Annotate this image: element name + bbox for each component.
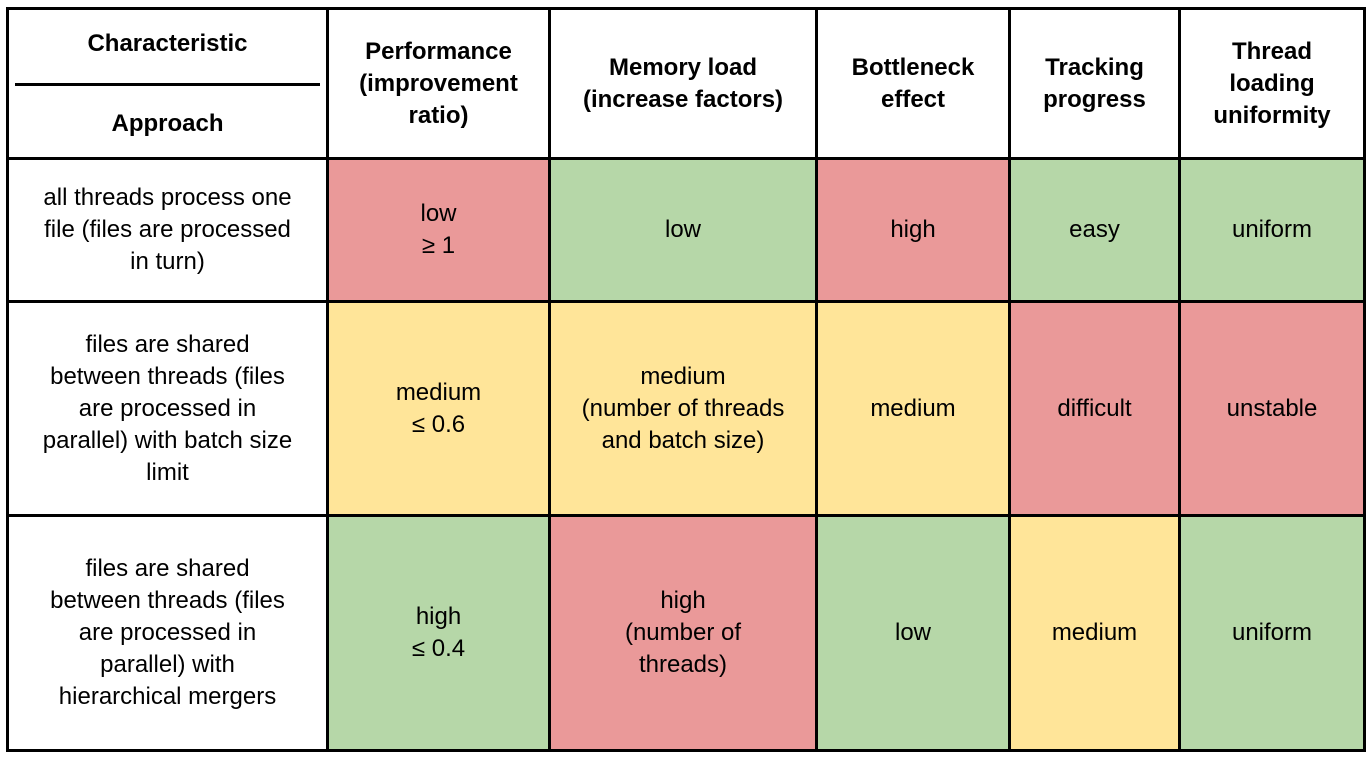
rating-cell: low ≥ 1 (326, 157, 551, 303)
table-row: files are shared between threads (files … (6, 300, 1366, 517)
table-row: all threads process one file (files are … (6, 157, 1366, 303)
rating-cell: medium (815, 300, 1011, 517)
rating-cell: medium ≤ 0.6 (326, 300, 551, 517)
column-header-uniformity: Thread loading uniformity (1178, 7, 1366, 160)
corner-header-cell: Characteristic Approach (6, 7, 329, 160)
approach-label: Approach (111, 109, 224, 137)
column-header-performance: Performance (improvement ratio) (326, 7, 551, 160)
rating-cell: high (815, 157, 1011, 303)
approach-cell: files are shared between threads (files … (6, 514, 329, 752)
approach-cell: all threads process one file (files are … (6, 157, 329, 303)
header-row: Characteristic Approach Performance (imp… (6, 7, 1366, 160)
column-header-bottleneck: Bottleneck effect (815, 7, 1011, 160)
comparison-table: Characteristic Approach Performance (imp… (6, 7, 1366, 752)
rating-cell: difficult (1008, 300, 1181, 517)
rating-cell: uniform (1178, 157, 1366, 303)
rating-cell: high (number of threads) (548, 514, 818, 752)
rating-cell: low (548, 157, 818, 303)
characteristic-label: Characteristic (15, 10, 320, 86)
rating-cell: low (815, 514, 1011, 752)
rating-cell: unstable (1178, 300, 1366, 517)
approach-cell: files are shared between threads (files … (6, 300, 329, 517)
column-header-memory-load: Memory load (increase factors) (548, 7, 818, 160)
rating-cell: medium (1008, 514, 1181, 752)
column-header-tracking: Tracking progress (1008, 7, 1181, 160)
rating-cell: easy (1008, 157, 1181, 303)
rating-cell: uniform (1178, 514, 1366, 752)
rating-cell: medium (number of threads and batch size… (548, 300, 818, 517)
table-row: files are shared between threads (files … (6, 514, 1366, 752)
rating-cell: high ≤ 0.4 (326, 514, 551, 752)
